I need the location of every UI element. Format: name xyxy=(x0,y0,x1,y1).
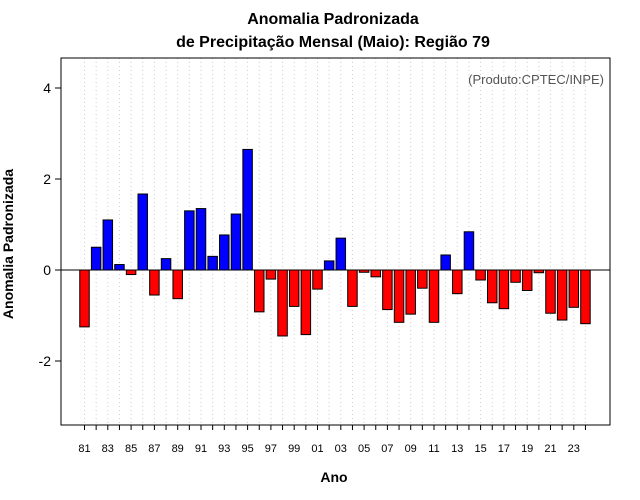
x-tick-label: 15 xyxy=(474,443,486,455)
bar-82 xyxy=(90,246,102,271)
x-tick-label: 09 xyxy=(405,443,417,455)
x-tick-label: 89 xyxy=(172,443,184,455)
bar-96 xyxy=(254,269,265,313)
x-tick-label: 21 xyxy=(544,443,556,455)
bar-23 xyxy=(568,269,580,308)
bar-06 xyxy=(370,269,381,278)
bar-01 xyxy=(312,269,323,290)
x-tick-label: 23 xyxy=(568,443,580,455)
bar-02 xyxy=(323,260,335,271)
bar-94 xyxy=(230,213,242,271)
x-tick-label: 13 xyxy=(451,443,463,455)
x-tick-label: 03 xyxy=(335,443,347,455)
bar-84 xyxy=(114,264,125,271)
bar-07 xyxy=(382,269,393,311)
bar-00 xyxy=(300,269,312,336)
bar-11 xyxy=(428,269,440,323)
x-axis-label: Ano xyxy=(320,469,347,485)
bar-99 xyxy=(288,269,300,307)
grid-lines xyxy=(84,58,586,425)
y-tick-label: 2 xyxy=(43,171,51,187)
bar-85 xyxy=(125,269,137,276)
bar-16 xyxy=(487,269,498,304)
bar-08 xyxy=(393,269,405,323)
bar-92 xyxy=(207,255,218,271)
bar-21 xyxy=(545,269,556,314)
chart-title-line-1: Anomalia Padronizada xyxy=(247,11,419,28)
y-axis: -2 0 2 4 xyxy=(39,80,61,369)
bar-97 xyxy=(265,269,277,280)
x-tick-label: 05 xyxy=(358,443,370,455)
bar-95 xyxy=(242,148,253,271)
x-tick-label: 99 xyxy=(288,443,300,455)
x-tick-label: 95 xyxy=(241,443,253,455)
x-tick-label: 81 xyxy=(78,443,90,455)
bar-86 xyxy=(137,193,148,271)
bars xyxy=(79,148,591,337)
x-tick-label: 11 xyxy=(428,443,439,455)
bar-83 xyxy=(102,219,114,271)
chart-title-line-2: de Precipitação Mensal (Maio): Região 79 xyxy=(176,34,490,51)
bar-09 xyxy=(405,269,416,315)
bar-03 xyxy=(335,237,347,271)
bar-88 xyxy=(160,258,172,271)
x-tick-label: 17 xyxy=(498,443,510,455)
bar-12 xyxy=(440,254,451,271)
bar-17 xyxy=(498,269,510,310)
bar-18 xyxy=(510,269,521,283)
y-tick-label: 4 xyxy=(43,80,51,96)
x-tick-label: 01 xyxy=(311,443,323,455)
x-tick-label: 87 xyxy=(148,443,160,455)
bar-19 xyxy=(521,269,533,291)
x-axis: 81 83 85 87 89 91 93 95 97 99 01 03 05 07 09 11 13 15 17 19… xyxy=(78,425,586,455)
bar-98 xyxy=(277,269,288,337)
bar-14 xyxy=(463,231,475,271)
bar-89 xyxy=(172,269,183,300)
x-tick-label: 93 xyxy=(218,443,230,455)
bar-90 xyxy=(184,210,195,271)
x-tick-label: 97 xyxy=(265,443,277,455)
x-tick-label: 83 xyxy=(102,443,114,455)
y-axis-label: Anomalia Padronizada xyxy=(0,169,16,319)
x-tick-label: 85 xyxy=(125,443,137,455)
x-tick-label: 91 xyxy=(195,443,207,455)
y-tick-label: -2 xyxy=(39,353,52,369)
x-tick-label: 19 xyxy=(521,443,533,455)
bar-93 xyxy=(219,234,230,271)
y-tick-label: 0 xyxy=(43,262,51,278)
bar-04 xyxy=(347,269,358,307)
bar-10 xyxy=(417,269,428,289)
plot-frame xyxy=(60,57,611,426)
bar-22 xyxy=(556,269,568,321)
bar-24 xyxy=(580,269,591,325)
bar-87 xyxy=(149,269,160,296)
x-tick-label: 07 xyxy=(381,443,393,455)
bar-15 xyxy=(475,269,486,281)
bar-91 xyxy=(195,208,207,271)
bar-13 xyxy=(452,269,463,295)
bar-81 xyxy=(79,269,90,328)
source-note: (Produto:CPTEC/INPE) xyxy=(468,72,604,87)
